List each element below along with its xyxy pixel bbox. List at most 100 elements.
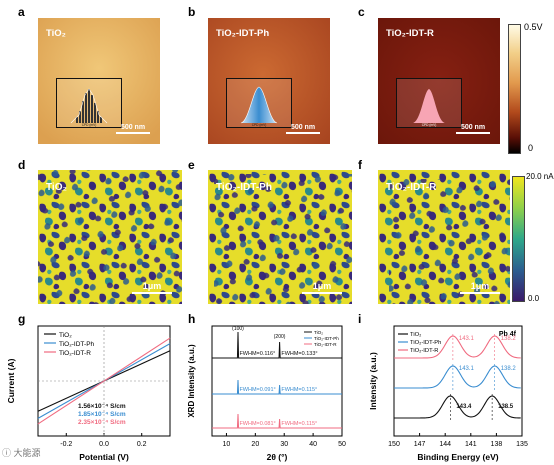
svg-text:CPD (mV): CPD (mV) <box>252 123 267 127</box>
histogram: CPD (mV) <box>70 88 108 127</box>
x-axis-label: Potential (V) <box>79 452 129 462</box>
histogram-inset: CPD (mV) <box>226 78 292 128</box>
xrd-trace <box>212 331 342 359</box>
panel-letter: f <box>358 158 362 172</box>
panel-letter: d <box>18 158 26 172</box>
legend-label: TiO₂ <box>59 332 72 339</box>
fwhm-label: FWHM=0.081° <box>239 421 275 427</box>
x-tick-label: -0.2 <box>60 441 72 448</box>
scale-bar: 1μm <box>302 281 342 294</box>
xrd-trace <box>212 413 342 429</box>
fwhm-label: FWHM=0.116° <box>239 351 275 357</box>
x-tick-label: 30 <box>280 441 288 448</box>
watermark: ⓘ 大能源 <box>2 448 41 458</box>
x-tick-label: 40 <box>309 441 317 448</box>
legend-label: TiO₂-IDT-R <box>410 348 438 354</box>
histogram: CPD (mV) <box>240 86 278 127</box>
conductivity-label: 1.85×10⁻⁴ S/cm <box>78 411 126 418</box>
histogram-inset: CPD (mV) <box>396 78 462 128</box>
y-axis-label: XRD Intensity (a.u.) <box>187 344 196 418</box>
chart-xrd: 10 20 30 40 50 FWHM=0.116° FWHM=0.133° TiO₂ FWHM… <box>187 325 346 462</box>
svg-text:CPD (mV): CPD (mV) <box>422 123 437 127</box>
x-tick-label: 50 <box>338 441 346 448</box>
panel-letter: b <box>188 5 196 19</box>
fwhm-label: FWHM=0.133° <box>281 351 317 357</box>
xps-trace <box>394 395 521 419</box>
y-axis-label: Current (A) <box>6 358 16 403</box>
kpfm-image-r: TiO₂-IDT-R CPD (mV) 500 nm <box>378 18 500 144</box>
peak-value: 143.1 <box>459 366 475 372</box>
series-line <box>37 337 171 425</box>
x-tick-label: 135 <box>516 441 528 448</box>
svg-text:CPD (mV): CPD (mV) <box>82 123 97 127</box>
x-tick-label: 147 <box>414 441 426 448</box>
x-axis-label: 2θ (°) <box>267 452 288 462</box>
image-title: TiO₂ <box>46 28 66 39</box>
scale-bar: 1μm <box>132 281 172 294</box>
x-tick-label: 20 <box>251 441 259 448</box>
colorbar-min: 0.0 <box>528 294 540 303</box>
scale-bar: 500 nm <box>116 124 150 134</box>
x-axis-label: Binding Energy (eV) <box>417 452 498 462</box>
image-title: TiO₂-IDT-R <box>386 182 437 193</box>
x-tick-label: 141 <box>465 441 477 448</box>
fwhm-label: FWHM=0.091° <box>239 387 275 393</box>
kpfm-image-ph: TiO₂-IDT-Ph CPD (mV) 500 nm <box>208 18 330 144</box>
peak-label: (100) <box>232 326 244 332</box>
legend-label: TiO₂-IDT-Ph <box>59 341 95 348</box>
legend-label: TiO₂ <box>410 332 421 338</box>
x-tick-label: 150 <box>388 441 400 448</box>
chart-xps: 150 147 144 141 138 135 Pb 4f 143.4 138.5 TiO₂ 143… <box>368 325 528 462</box>
scale-bar: 1μm <box>460 281 500 294</box>
panel-letter: h <box>188 312 196 326</box>
legend-label: TiO₂ <box>314 330 323 335</box>
peak-label: (200) <box>274 334 286 340</box>
image-title: TiO₂-IDT-Ph <box>216 182 272 193</box>
peak-value: 143.1 <box>459 336 475 342</box>
xps-trace <box>394 335 521 359</box>
peak-value: 143.4 <box>456 404 472 410</box>
colorbar-gradient <box>508 24 521 154</box>
colorbar-gradient <box>512 176 525 302</box>
legend-label: TiO₂-IDT-Ph <box>410 340 441 346</box>
peak-value: 138.2 <box>501 336 517 342</box>
cafm-image-r: TiO₂-IDT-R 1μm <box>378 170 510 304</box>
scale-bar: 500 nm <box>286 124 320 134</box>
texture <box>208 170 352 304</box>
legend-label: TiO₂-IDT-Ph <box>314 336 339 341</box>
colorbar-max: 20.0 nA <box>526 172 554 181</box>
histogram-inset: CPD (mV) <box>56 78 122 128</box>
cafm-image-ph: TiO₂-IDT-Ph 1μm <box>208 170 352 304</box>
fwhm-label: FWHM=0.115° <box>281 387 317 393</box>
x-tick-label: 10 <box>223 441 231 448</box>
panel-letter: c <box>358 5 365 19</box>
kpfm-image-tio2: TiO₂ CPD (mV) 500 nm <box>38 18 160 144</box>
image-title: TiO₂-IDT-Ph <box>216 28 270 39</box>
x-tick-label: 0.0 <box>99 441 109 448</box>
x-tick-label: 144 <box>439 441 451 448</box>
watermark-icon: ⓘ <box>2 448 12 458</box>
texture <box>378 170 510 304</box>
peak-value: 138.5 <box>498 404 514 410</box>
element-label: Pb 4f <box>499 331 517 338</box>
image-title: TiO₂-IDT-R <box>386 28 434 39</box>
legend-label: TiO₂-IDT-R <box>59 350 91 357</box>
texture <box>38 170 182 304</box>
histogram-bars <box>76 89 102 123</box>
panel-letter: a <box>18 5 25 19</box>
fwhm-label: FWHM=0.115° <box>281 421 317 427</box>
legend-label: TiO₂-IDT-R <box>314 342 337 347</box>
chart-iv: -0.2 0.0 0.2 TiO₂ TiO₂-IDT-Ph TiO₂-IDT-R 1.56×… <box>6 325 171 462</box>
panel-letter: i <box>358 312 362 326</box>
xps-trace <box>394 365 521 389</box>
panel-letter: e <box>188 158 195 172</box>
cafm-image-tio2: TiO₂ 1μm <box>38 170 182 304</box>
x-tick-label: 138 <box>491 441 503 448</box>
peak-value: 138.2 <box>501 366 517 372</box>
plot-frame <box>393 325 523 437</box>
scale-bar: 500 nm <box>456 124 490 134</box>
xrd-trace <box>212 379 342 395</box>
plot-frame <box>211 325 343 437</box>
colorbar-max: 0.5V <box>524 22 543 32</box>
colorbar-min: 0 <box>528 143 534 153</box>
